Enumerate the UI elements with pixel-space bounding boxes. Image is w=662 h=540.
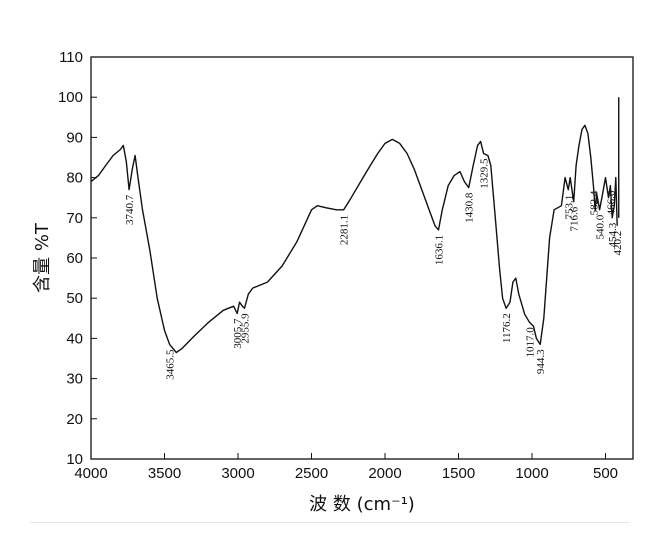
x-tick-label: 1500 [442,465,475,482]
y-tick-label: 70 [66,210,83,227]
peak-label: 2281.1 [339,215,351,245]
y-tick-label: 20 [66,411,83,428]
x-tick-label: 1000 [515,465,548,482]
x-tick-label: 3500 [148,465,181,482]
y-tick-label: 90 [66,129,83,146]
y-tick-label: 40 [66,330,83,347]
x-axis-title: 波 数 (cm⁻¹) [309,494,415,515]
peak-label: 466.6 [605,190,617,215]
peak-annotations: 3740.73465.53005.72955.92281.11636.11430… [124,158,624,380]
peak-label: 2955.9 [239,313,251,344]
peak-label: 3465.5 [165,349,177,380]
y-tick-label: 100 [58,89,83,106]
peak-label: 1636.1 [433,235,445,265]
spectrum-line [91,125,617,352]
peak-label: 3740.7 [124,194,136,225]
x-tick-label: 500 [593,465,618,482]
y-axis-title: 含量 %T [32,222,53,293]
peak-label: 540.0 [595,214,607,239]
peak-label: 1329.5 [479,158,491,189]
x-axis: 4000 3500 3000 2500 2000 1500 1000 500 [74,453,618,482]
y-tick-label: 50 [66,290,83,307]
y-tick-label: 80 [66,170,83,187]
peak-label: 1176.2 [501,313,513,343]
y-tick-label: 60 [66,250,83,267]
x-tick-label: 2500 [295,465,328,482]
peak-label: 716.6 [569,206,581,231]
peak-label: 944.3 [535,349,547,374]
y-tick-label: 30 [66,371,83,388]
x-tick-label: 2000 [368,465,401,482]
peak-label: 420.2 [612,231,624,256]
peak-label: 1430.8 [464,192,476,223]
peak-label: 582.4 [588,190,600,215]
plot-frame [91,57,633,459]
x-tick-label: 3000 [221,465,254,482]
x-tick-label: 4000 [74,465,107,482]
y-tick-label: 110 [59,49,83,66]
ir-spectrum-chart: 102030405060708090100110 400035003000250… [0,0,662,540]
bottom-rule [30,522,630,523]
